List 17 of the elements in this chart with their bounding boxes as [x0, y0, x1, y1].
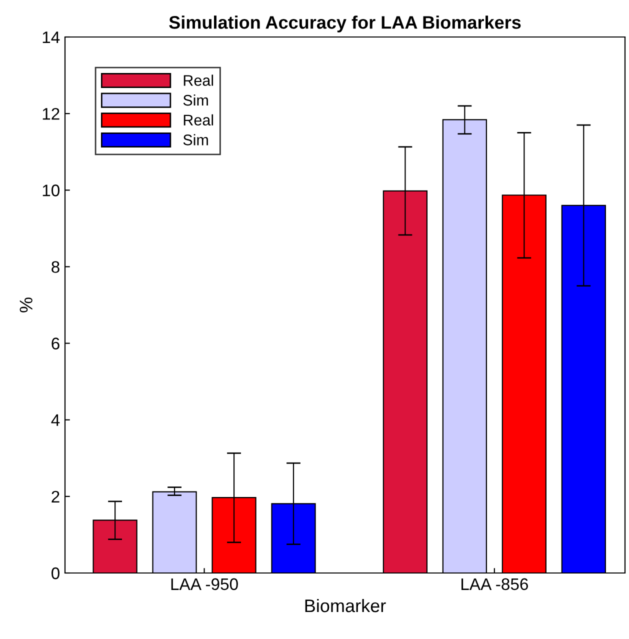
- y-tick-label: 12: [42, 108, 60, 120]
- y-tick-label: 0: [52, 567, 60, 580]
- y-tick-label: 4: [51, 414, 60, 426]
- y-tick-label: 10: [42, 184, 60, 196]
- x-tick-label: LAA -856: [462, 578, 528, 590]
- legend-label: Real: [184, 74, 214, 86]
- x-axis-title: Biomarker: [305, 598, 386, 612]
- legend-label: Sim: [183, 94, 208, 106]
- x-tick-label: LAA -950: [171, 578, 238, 590]
- y-axis-title: %: [20, 298, 32, 312]
- chart-title: Simulation Accuracy for LAA Biomarkers: [169, 16, 521, 32]
- y-tick-label: 2: [52, 490, 60, 502]
- legend-label: Sim: [183, 134, 208, 146]
- y-tick-label: 6: [52, 338, 60, 350]
- y-tick-label: 8: [52, 261, 60, 273]
- legend-label: Real: [184, 114, 214, 126]
- y-tick-label: 14: [42, 32, 60, 44]
